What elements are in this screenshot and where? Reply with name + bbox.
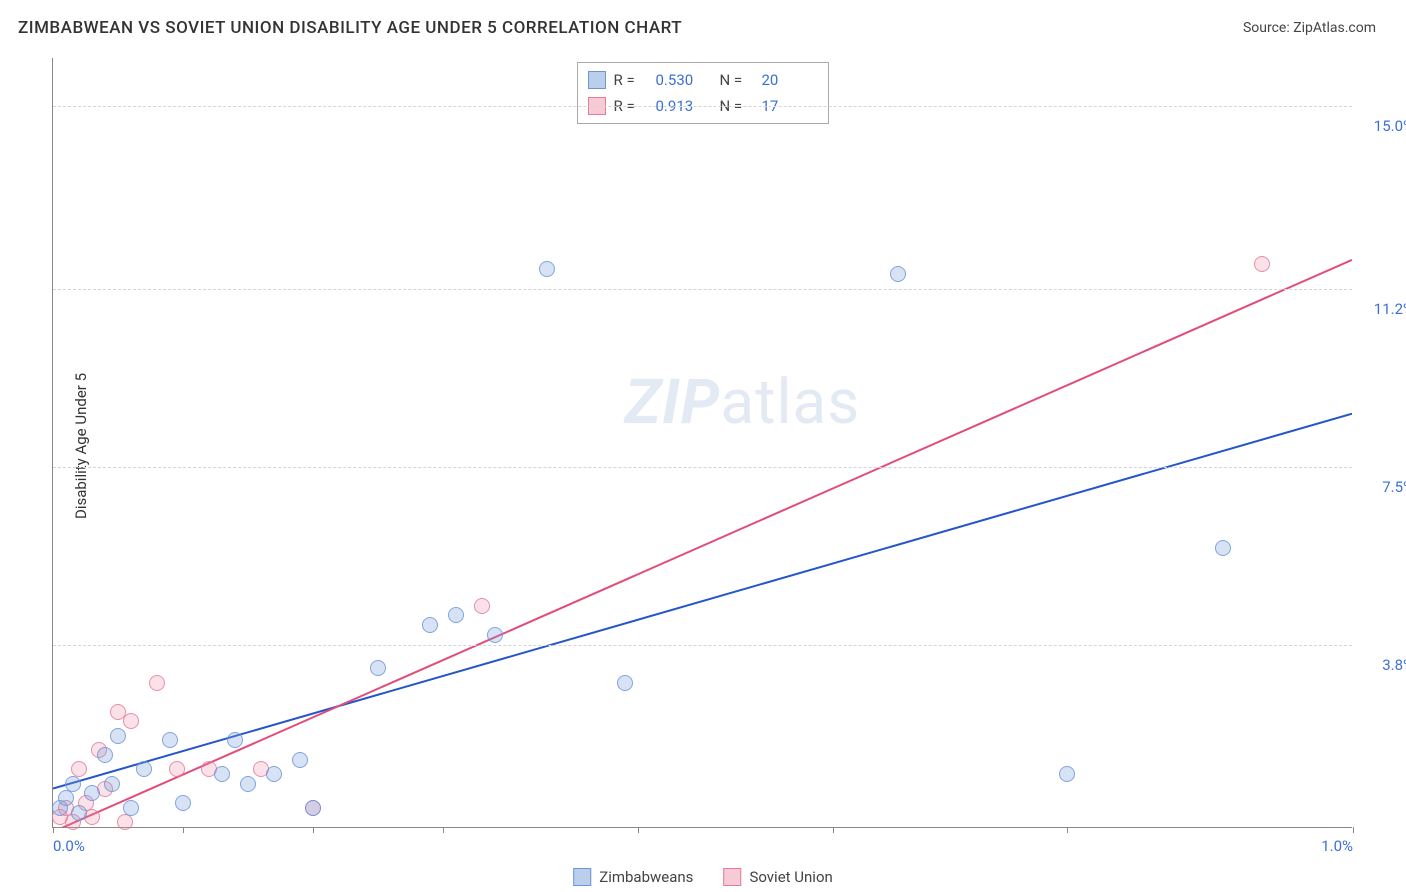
data-point — [65, 776, 81, 792]
data-point — [422, 617, 438, 633]
trend-line — [53, 414, 1352, 789]
swatch-pink-icon — [723, 868, 741, 886]
legend-item-blue: Zimbabweans — [573, 868, 693, 886]
data-point — [1254, 256, 1270, 272]
watermark: ZIPatlas — [625, 366, 861, 439]
y-tick-label: 7.5% — [1382, 478, 1406, 496]
data-point — [123, 800, 139, 816]
gridline — [53, 645, 1352, 646]
data-point — [214, 766, 230, 782]
legend-item-pink: Soviet Union — [723, 868, 832, 886]
data-point — [474, 598, 490, 614]
data-point — [240, 776, 256, 792]
y-tick-label: 3.8% — [1382, 656, 1406, 674]
series-legend: Zimbabweans Soviet Union — [573, 868, 833, 886]
stats-legend: R = 0.530 N = 20 R = 0.913 N = 17 — [577, 62, 829, 124]
x-tick — [183, 827, 184, 833]
data-point — [58, 790, 74, 806]
y-tick-label: 11.2% — [1374, 300, 1406, 318]
data-point — [104, 776, 120, 792]
source-attribution: Source: ZipAtlas.com — [1243, 20, 1376, 36]
x-tick — [833, 827, 834, 833]
swatch-blue-icon — [573, 868, 591, 886]
x-tick-label: 1.0% — [1321, 837, 1353, 855]
trend-lines — [53, 58, 1352, 827]
trend-line — [53, 260, 1352, 827]
chart-title: ZIMBABWEAN VS SOVIET UNION DISABILITY AG… — [18, 18, 682, 38]
data-point — [305, 800, 321, 816]
x-tick-label: 0.0% — [53, 837, 85, 855]
x-tick — [1067, 827, 1068, 833]
data-point — [136, 761, 152, 777]
data-point — [227, 732, 243, 748]
x-tick — [313, 827, 314, 833]
x-tick — [1353, 827, 1354, 833]
data-point — [110, 728, 126, 744]
data-point — [1059, 766, 1075, 782]
data-point — [1215, 540, 1231, 556]
gridline — [53, 467, 1352, 468]
data-point — [175, 795, 191, 811]
data-point — [266, 766, 282, 782]
data-point — [71, 805, 87, 821]
data-point — [617, 675, 633, 691]
gridline — [53, 106, 1352, 107]
data-point — [123, 713, 139, 729]
x-tick — [443, 827, 444, 833]
y-tick-label: 15.0% — [1374, 117, 1406, 135]
data-point — [370, 660, 386, 676]
data-point — [169, 761, 185, 777]
chart-plot-area: ZIPatlas R = 0.530 N = 20 R = 0.913 N = … — [52, 58, 1352, 828]
data-point — [890, 266, 906, 282]
data-point — [539, 261, 555, 277]
header: ZIMBABWEAN VS SOVIET UNION DISABILITY AG… — [0, 0, 1406, 46]
data-point — [84, 785, 100, 801]
stats-row-blue: R = 0.530 N = 20 — [588, 67, 818, 93]
data-point — [162, 732, 178, 748]
gridline — [53, 289, 1352, 290]
data-point — [448, 607, 464, 623]
data-point — [149, 675, 165, 691]
data-point — [487, 627, 503, 643]
data-point — [292, 752, 308, 768]
x-tick — [638, 827, 639, 833]
x-tick — [53, 827, 54, 833]
data-point — [97, 747, 113, 763]
data-point — [117, 814, 133, 830]
swatch-blue-icon — [588, 71, 606, 89]
